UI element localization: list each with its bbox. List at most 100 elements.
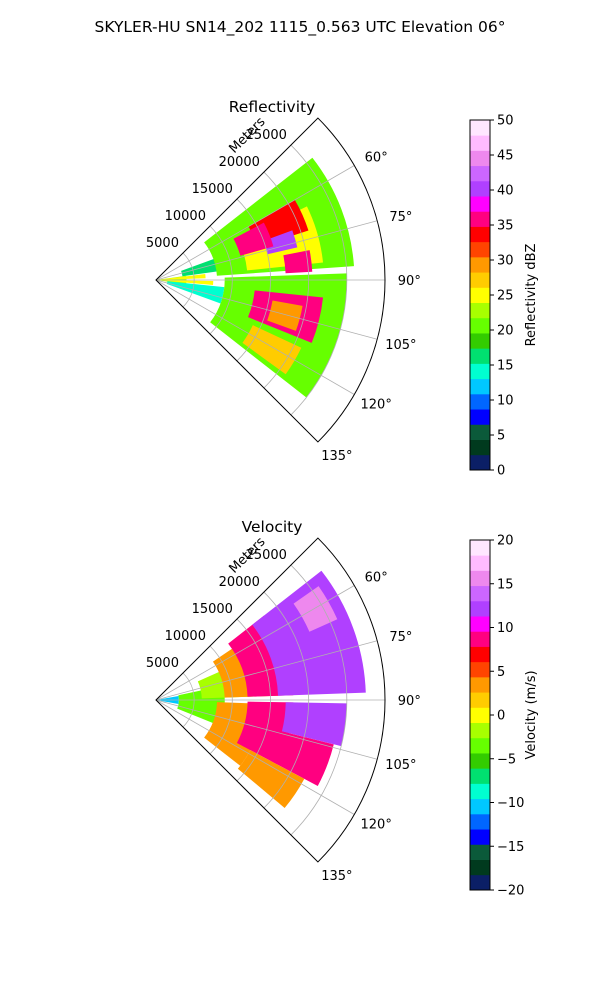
velocity-colorbar-swatch <box>470 737 490 754</box>
reflectivity-field-region <box>210 273 347 398</box>
reflectivity-colorbar-swatch <box>470 272 490 288</box>
reflectivity-azimuth-tick-label: 105° <box>385 338 416 353</box>
velocity-colorbar-swatch <box>470 676 490 693</box>
velocity-range-tick-label: 25000 <box>246 548 287 563</box>
reflectivity-colorbar-swatch <box>470 120 490 136</box>
reflectivity-polar-axes: 500010000150002000025000Meters60°75°90°1… <box>146 114 421 463</box>
reflectivity-range-tick-label: 20000 <box>219 155 260 170</box>
velocity-azimuth-tick-label: 135° <box>321 869 352 884</box>
velocity-polar-axes: 500010000150002000025000Meters60°75°90°1… <box>146 534 421 883</box>
reflectivity-field-region <box>283 250 313 274</box>
reflectivity-colorbar-swatch <box>470 226 490 243</box>
reflectivity-colorbar-tick-label: 5 <box>497 429 505 444</box>
velocity-colorbar-swatch <box>470 646 490 663</box>
velocity-range-tick-label: 10000 <box>165 629 206 644</box>
velocity-range-tick-label: 15000 <box>192 602 233 617</box>
reflectivity-colorbar-swatch <box>470 256 490 273</box>
reflectivity-colorbar-swatch <box>470 241 490 258</box>
figure-title: SKYLER-HU SN14_202 1115_0.563 UTC Elevat… <box>95 18 506 37</box>
velocity-azimuth-tick-label: 120° <box>361 818 392 833</box>
velocity-field-region <box>281 702 347 747</box>
reflectivity-azimuth-spoke <box>155 220 378 281</box>
reflectivity-field-region <box>233 222 274 256</box>
velocity-colorbar-tick-label: 15 <box>497 577 514 592</box>
velocity-colorbar-tick-label: −15 <box>497 840 524 855</box>
velocity-azimuth-tick-label: 60° <box>365 570 388 585</box>
velocity-colorbar: −20 −15 −10 −5 0 5 10 15 20 Velocity (m/s) <box>469 534 539 899</box>
velocity-colorbar-swatch <box>470 540 490 556</box>
velocity-colorbar-swatch <box>470 844 490 860</box>
reflectivity-panel: Reflectivity 500010000150002000025000Met… <box>146 98 539 479</box>
reflectivity-field-region <box>156 280 214 285</box>
reflectivity-colorbar-swatch <box>470 424 490 440</box>
velocity-colorbar-swatch <box>470 798 490 815</box>
velocity-colorbar-tick-label: 0 <box>497 709 505 724</box>
reflectivity-azimuth-tick-label: 60° <box>365 150 388 165</box>
reflectivity-colorbar-swatch <box>470 454 490 471</box>
reflectivity-azimuth-spoke <box>155 165 355 281</box>
velocity-colorbar-swatch <box>470 707 490 724</box>
velocity-colorbar-tick-label: −10 <box>497 796 524 811</box>
velocity-colorbar-swatch <box>470 768 490 784</box>
velocity-colorbar-tick-label: 10 <box>497 621 514 636</box>
reflectivity-range-tick-label: 25000 <box>246 128 287 143</box>
velocity-field-region <box>270 731 334 787</box>
velocity-colorbar-swatch <box>470 722 490 739</box>
velocity-field <box>156 570 366 808</box>
velocity-colorbar-swatch <box>470 570 490 587</box>
velocity-colorbar-swatch <box>470 616 490 632</box>
reflectivity-colorbar-swatch <box>470 378 490 395</box>
reflectivity-title: Reflectivity <box>229 98 316 116</box>
reflectivity-colorbar-tick-label: 35 <box>497 219 514 234</box>
velocity-field-region <box>252 570 366 696</box>
reflectivity-colorbar-tick-label: 25 <box>497 289 514 304</box>
velocity-azimuth-spoke <box>155 699 355 815</box>
velocity-sector-frame <box>155 537 386 863</box>
reflectivity-colorbar-swatch <box>470 439 490 456</box>
velocity-colorbar-tick-label: −5 <box>497 752 516 767</box>
velocity-colorbar-swatch <box>470 600 490 617</box>
velocity-title: Velocity <box>242 518 303 536</box>
reflectivity-colorbar-tick-label: 30 <box>497 254 514 269</box>
reflectivity-azimuth-tick-label: 120° <box>361 398 392 413</box>
velocity-colorbar-swatch <box>470 829 490 845</box>
reflectivity-colorbar-label: Reflectivity dBZ <box>524 244 539 347</box>
velocity-colorbar-label: Velocity (m/s) <box>524 670 539 759</box>
reflectivity-colorbar-swatch <box>470 165 490 182</box>
reflectivity-colorbar-tick-label: 40 <box>497 184 514 199</box>
reflectivity-colorbar-tick-label: 0 <box>497 464 505 479</box>
reflectivity-field <box>156 157 354 398</box>
reflectivity-colorbar-swatch <box>470 196 490 212</box>
velocity-colorbar-swatch <box>470 753 490 769</box>
reflectivity-field-region <box>156 273 206 280</box>
reflectivity-colorbar-swatch <box>470 393 490 410</box>
reflectivity-colorbar-swatch <box>470 135 490 151</box>
velocity-colorbar-tick-label: 5 <box>497 665 505 680</box>
velocity-colorbar-tick-label: −20 <box>497 884 524 899</box>
reflectivity-colorbar-swatch <box>470 409 490 425</box>
velocity-azimuth-spoke <box>155 640 378 701</box>
reflectivity-colorbar-tick-label: 10 <box>497 394 514 409</box>
velocity-colorbar-swatch <box>470 859 490 876</box>
reflectivity-colorbar-swatch <box>470 333 490 349</box>
reflectivity-colorbar-swatch <box>470 363 490 380</box>
reflectivity-colorbar-swatch <box>470 180 490 197</box>
reflectivity-field-region <box>166 281 225 304</box>
velocity-colorbar-swatch <box>470 813 490 830</box>
velocity-azimuth-tick-label: 75° <box>389 630 412 645</box>
reflectivity-colorbar-swatch <box>470 150 490 167</box>
velocity-azimuth-tick-label: 90° <box>398 694 421 709</box>
reflectivity-colorbar-tick-label: 20 <box>497 324 514 339</box>
velocity-colorbar-tick-label: 20 <box>497 534 514 549</box>
reflectivity-field-region <box>242 325 302 375</box>
reflectivity-range-tick-label: 10000 <box>165 209 206 224</box>
velocity-field-region <box>237 750 305 808</box>
reflectivity-colorbar-swatch <box>470 348 490 364</box>
velocity-colorbar-swatch <box>470 555 490 571</box>
velocity-azimuth-spoke <box>155 585 355 701</box>
reflectivity-azimuth-tick-label: 75° <box>389 210 412 225</box>
velocity-range-tick-label: 20000 <box>219 575 260 590</box>
velocity-azimuth-tick-label: 105° <box>385 758 416 773</box>
velocity-colorbar-swatch <box>470 661 490 678</box>
